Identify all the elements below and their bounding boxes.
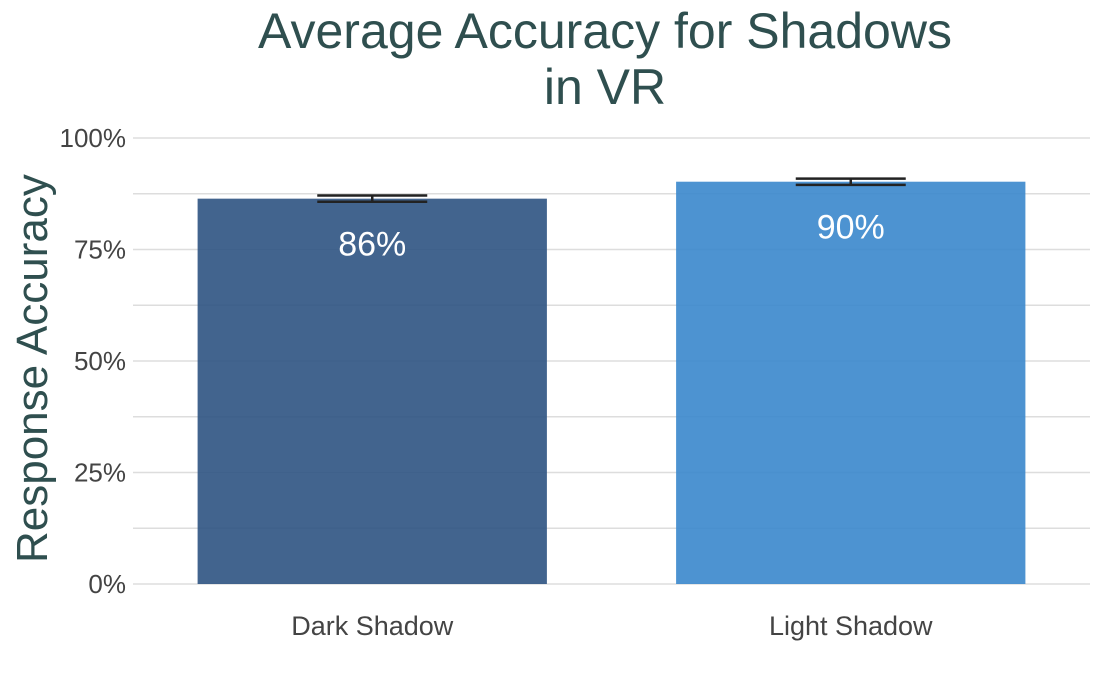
data-label: 90% xyxy=(817,209,885,247)
y-tick-label: 50% xyxy=(74,346,126,376)
y-tick-label: 0% xyxy=(88,569,126,599)
x-tick-label: Light Shadow xyxy=(769,611,933,641)
bar-light-shadow xyxy=(676,181,1026,584)
y-tick-label: 75% xyxy=(74,235,126,265)
y-tick-label: 25% xyxy=(74,458,126,488)
bar-dark-shadow xyxy=(197,198,547,584)
chart-title-line-1: Average Accuracy for Shadows xyxy=(258,3,952,59)
x-tick-label: Dark Shadow xyxy=(291,611,454,641)
y-tick-label: 100% xyxy=(60,123,127,153)
data-label: 86% xyxy=(338,226,406,264)
chart-title-line-2: in VR xyxy=(543,59,667,115)
